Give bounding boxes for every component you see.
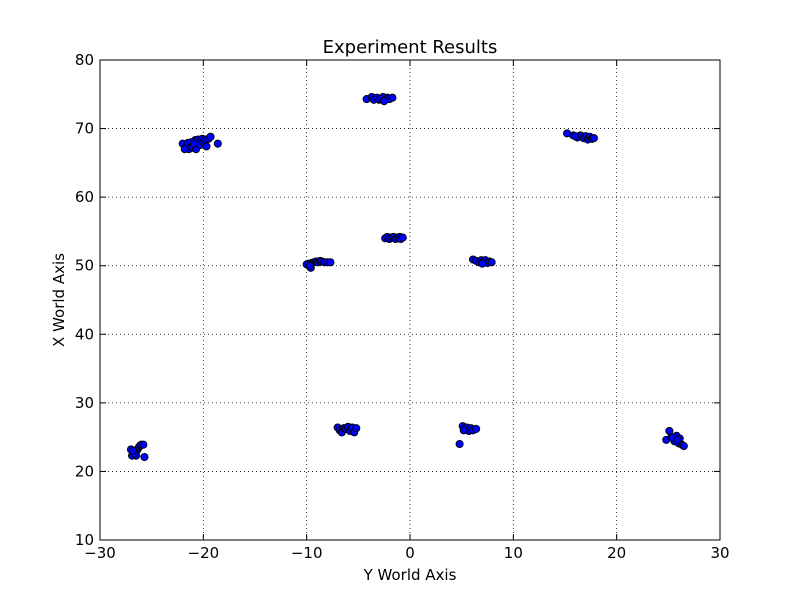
data-point xyxy=(206,132,215,141)
data-point xyxy=(478,259,487,268)
data-point xyxy=(388,93,397,102)
data-point xyxy=(398,233,407,242)
data-point xyxy=(202,142,211,151)
x-tick-label: 0 xyxy=(405,544,415,562)
y-tick-label: 20 xyxy=(75,462,94,480)
data-point xyxy=(679,442,688,451)
scatter-points xyxy=(126,92,688,462)
data-point xyxy=(139,440,148,449)
data-point xyxy=(459,426,468,435)
data-point xyxy=(180,145,189,154)
data-point xyxy=(305,261,314,270)
data-point xyxy=(380,97,389,106)
data-point xyxy=(673,435,682,444)
data-point xyxy=(129,446,138,455)
data-point xyxy=(589,134,598,143)
x-tick-label: −30 xyxy=(84,544,116,562)
data-point xyxy=(352,424,361,433)
x-tick-label: 30 xyxy=(710,544,729,562)
x-tick-label: 20 xyxy=(607,544,626,562)
data-point xyxy=(455,439,464,449)
y-tick-label: 50 xyxy=(75,257,94,275)
y-tick-label: 10 xyxy=(75,531,94,549)
x-tick-label: 10 xyxy=(504,544,523,562)
y-axis-label: X World Axis xyxy=(50,253,68,347)
x-tick-label: −20 xyxy=(188,544,220,562)
x-axis-label: Y World Axis xyxy=(363,566,457,584)
y-tick-label: 80 xyxy=(75,51,94,69)
data-point xyxy=(326,258,335,267)
y-tick-label: 70 xyxy=(75,120,94,138)
data-point xyxy=(213,139,222,148)
data-point xyxy=(571,132,580,141)
data-point xyxy=(140,452,149,462)
data-point xyxy=(189,139,199,148)
y-tick-label: 60 xyxy=(75,188,94,206)
grid-lines xyxy=(100,60,720,540)
y-tick-label: 40 xyxy=(75,325,94,343)
x-tick-label: −10 xyxy=(291,544,323,562)
axis-ticks: −30 −20 −10 0 10 20 30 10 20 30 40 50 60 70 80 xyxy=(75,51,730,562)
data-point xyxy=(487,258,496,267)
data-point xyxy=(472,424,481,433)
y-tick-label: 30 xyxy=(75,394,94,412)
chart-title: Experiment Results xyxy=(323,37,498,58)
